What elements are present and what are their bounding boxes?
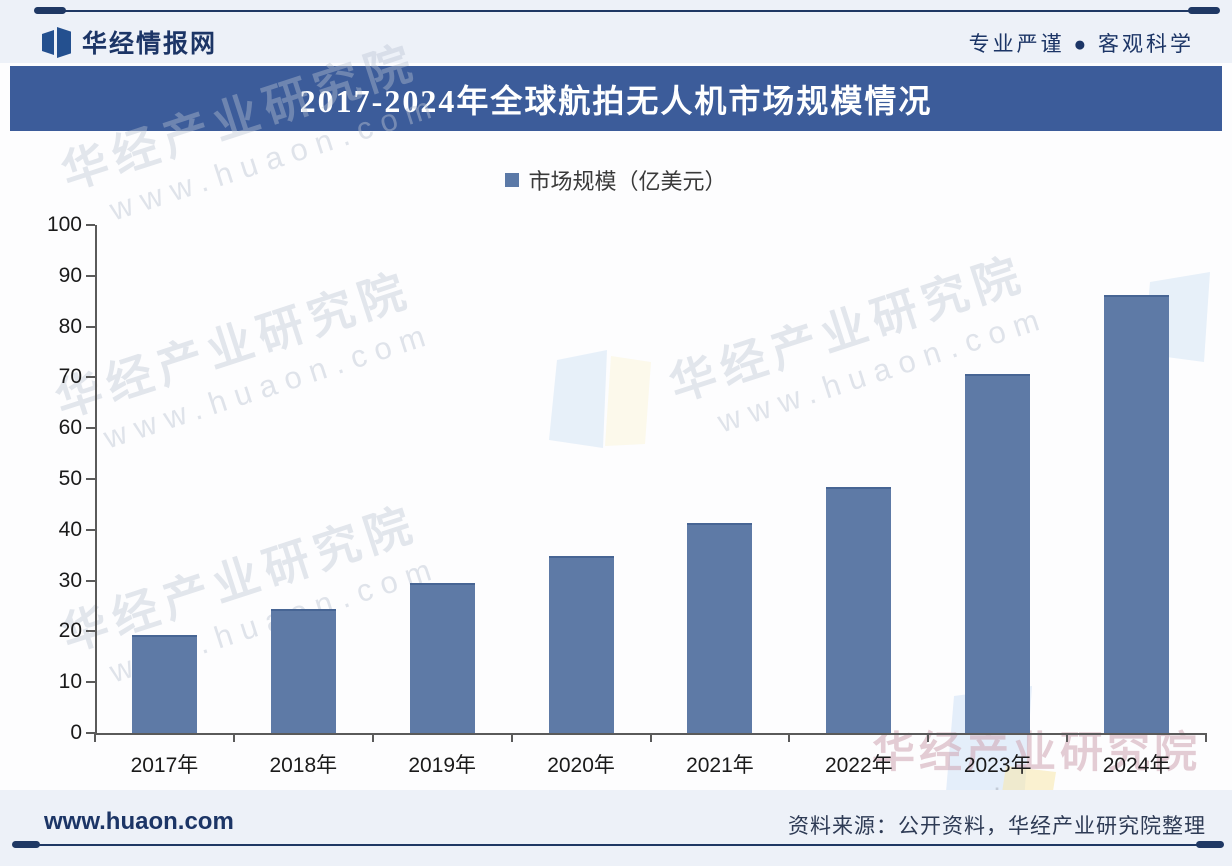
x-axis-category-label: 2019年	[408, 754, 477, 777]
x-axis-category-label: 2022年	[824, 754, 893, 777]
x-axis-category-label: 2017年	[130, 754, 199, 777]
y-tick	[86, 325, 95, 328]
watermark-1: 华经产业研究院 www.huaon.com	[55, 34, 444, 228]
legend-swatch	[505, 173, 520, 187]
bar-2019年	[409, 582, 475, 733]
footer: www.huaon.com 资料来源：公开资料，华经产业研究院整理	[0, 790, 1232, 866]
y-axis-tick-label: 30	[58, 568, 82, 592]
x-tick	[1066, 733, 1069, 742]
y-axis-tick-label: 70	[58, 365, 82, 389]
header-slogan: 专业严谨 ● 客观科学	[968, 33, 1194, 56]
y-tick	[86, 427, 95, 430]
brand-name: 华经情报网	[82, 30, 218, 58]
x-axis-category-label: 2018年	[269, 754, 338, 777]
header-rule-left-cap	[34, 7, 66, 14]
x-tick	[510, 733, 513, 742]
bar-2022年	[826, 487, 892, 733]
x-tick	[232, 733, 235, 742]
y-tick	[86, 630, 95, 633]
y-axis-tick-label: 50	[58, 467, 82, 490]
x-tick	[94, 733, 96, 742]
x-axis-category-label: 2024年	[1102, 754, 1171, 777]
y-tick	[86, 224, 95, 226]
y-tick	[86, 528, 95, 531]
y-tick	[86, 376, 95, 379]
x-axis-category-label: 2020年	[547, 754, 615, 777]
y-axis-tick-label: 40	[58, 517, 82, 541]
chart-title: 2017-2024年全球航拍无人机市场规模情况	[299, 82, 933, 119]
header-rule	[36, 10, 1216, 12]
header: 华经情报网 专业严谨 ● 客观科学	[0, 0, 1232, 63]
y-axis-tick-label: 100	[46, 213, 82, 236]
x-tick	[371, 733, 374, 742]
y-axis-line	[95, 225, 97, 733]
title-banner: 2017-2024年全球航拍无人机市场规模情况	[10, 66, 1222, 131]
y-axis-tick-label: 10	[58, 670, 82, 694]
footer-rule	[30, 844, 1202, 846]
footer-website: www.huaon.com	[44, 808, 234, 835]
footer-rule-left-cap	[12, 841, 40, 848]
y-axis-tick-label: 60	[58, 416, 82, 440]
y-tick	[86, 478, 95, 480]
legend-label: 市场规模（亿美元）	[528, 169, 727, 194]
x-axis-category-label: 2023年	[963, 754, 1032, 777]
footer-source: 资料来源：公开资料，华经产业研究院整理	[788, 815, 1206, 838]
x-axis-category-label: 2021年	[686, 754, 754, 777]
bar-2024年	[1104, 295, 1170, 733]
y-tick	[86, 274, 95, 277]
bar-2017年	[131, 634, 197, 733]
y-axis-tick-label: 80	[58, 314, 82, 338]
bar-2018年	[270, 609, 336, 733]
legend: 市场规模（亿美元）	[0, 164, 1232, 196]
x-tick	[788, 733, 791, 742]
bar-2020年	[548, 555, 614, 733]
y-axis-tick-label: 90	[58, 263, 82, 287]
header-rule-right-cap	[1188, 7, 1220, 14]
watermark-2: 华经产业研究院 www.huaon.com	[49, 262, 438, 456]
y-tick	[86, 732, 95, 734]
huajing-logo-icon	[42, 26, 72, 58]
x-tick	[1205, 733, 1207, 742]
bar-2021年	[687, 523, 753, 733]
y-tick	[86, 681, 95, 684]
y-tick	[86, 579, 95, 582]
x-tick	[927, 733, 930, 742]
y-axis-tick-label: 20	[58, 619, 82, 643]
x-tick	[649, 733, 652, 742]
y-axis-tick-label: 0	[70, 721, 82, 744]
brand: 华经情报网	[42, 24, 217, 60]
bar-2023年	[965, 373, 1031, 733]
footer-rule-right-cap	[1196, 841, 1224, 848]
